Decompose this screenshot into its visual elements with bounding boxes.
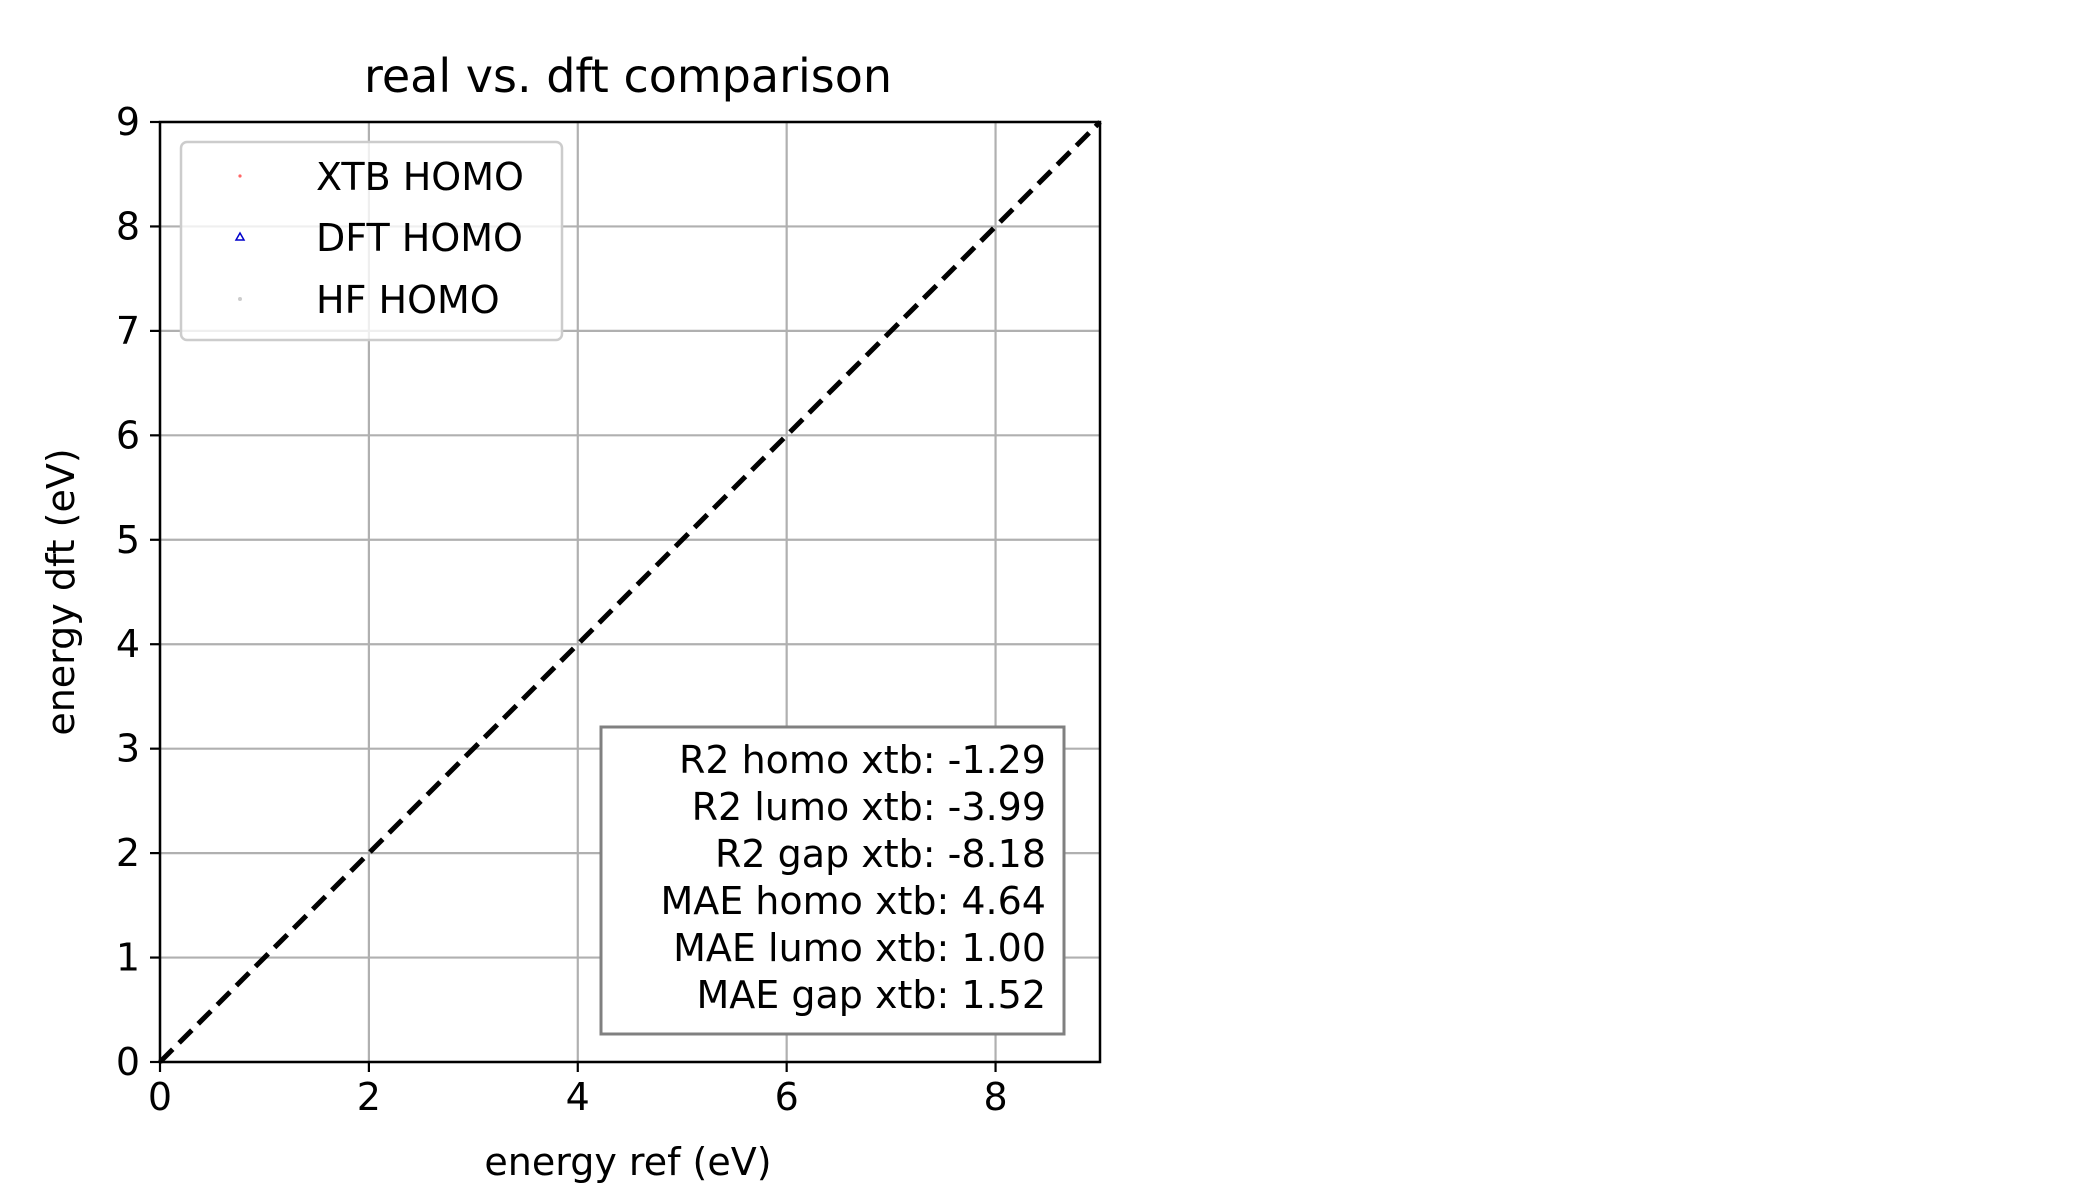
chart-title: real vs. dft comparison: [364, 49, 892, 103]
legend-frame: [179, 140, 564, 342]
stats-line: R2 homo xtb: -1.29: [679, 738, 1046, 782]
y-tick-label: 5: [116, 518, 140, 562]
reference-line-group: [158, 120, 1102, 1064]
y-tick-label: 4: [116, 622, 140, 666]
legend-marker-hf-homo: [238, 297, 242, 301]
plot-area: [158, 120, 1102, 1064]
y-tick-label: 6: [116, 413, 140, 457]
legend-entry-xtb-homo: XTB HOMO: [238, 155, 524, 199]
y-tick-label: 1: [116, 936, 140, 980]
stats-line: R2 lumo xtb: -3.99: [692, 785, 1046, 829]
x-tick-label: 0: [148, 1075, 172, 1119]
x-tick-label: 4: [566, 1075, 590, 1119]
y-axis-label: energy dft (eV): [39, 448, 83, 735]
legend-entry-hf-homo: HF HOMO: [238, 278, 500, 322]
stats-box-frame: [599, 725, 1066, 1036]
x-tick-label: 6: [775, 1075, 799, 1119]
y-tick-label: 0: [116, 1040, 140, 1084]
legend-label-dft-homo: DFT HOMO: [316, 216, 523, 260]
x-tick-label: 8: [983, 1075, 1007, 1119]
x-axis-ticks: 0 2 4 6 8: [148, 1062, 1008, 1119]
y-tick-label: 8: [116, 204, 140, 248]
stats-line: R2 gap xtb: -8.18: [715, 832, 1046, 876]
stats-box: R2 homo xtb: -1.29 R2 lumo xtb: -3.99 R2…: [599, 725, 1066, 1036]
stats-line: MAE lumo xtb: 1.00: [673, 926, 1046, 970]
stats-line: MAE gap xtb: 1.52: [697, 973, 1046, 1017]
reference-line: [158, 120, 1102, 1064]
y-axis-ticks: 0 1 2 3 4 5 6 7 8 9: [116, 100, 160, 1084]
legend-marker-xtb-homo: [238, 174, 242, 178]
legend-entry-dft-homo: DFT HOMO: [234, 216, 523, 260]
legend-label-hf-homo: HF HOMO: [316, 278, 500, 322]
x-axis-label: energy ref (eV): [484, 1140, 771, 1184]
y-tick-label: 9: [116, 100, 140, 144]
legend-label-xtb-homo: XTB HOMO: [316, 155, 524, 199]
y-tick-label: 7: [116, 309, 140, 353]
plot-frame: [158, 120, 1102, 1064]
x-tick-label: 2: [357, 1075, 381, 1119]
legend: XTB HOMO DFT HOMO HF HOMO: [179, 140, 564, 342]
y-tick-label: 2: [116, 831, 140, 875]
stats-line: MAE homo xtb: 4.64: [660, 879, 1046, 923]
y-tick-label: 3: [116, 727, 140, 771]
legend-marker-dft-homo: [234, 231, 246, 241]
